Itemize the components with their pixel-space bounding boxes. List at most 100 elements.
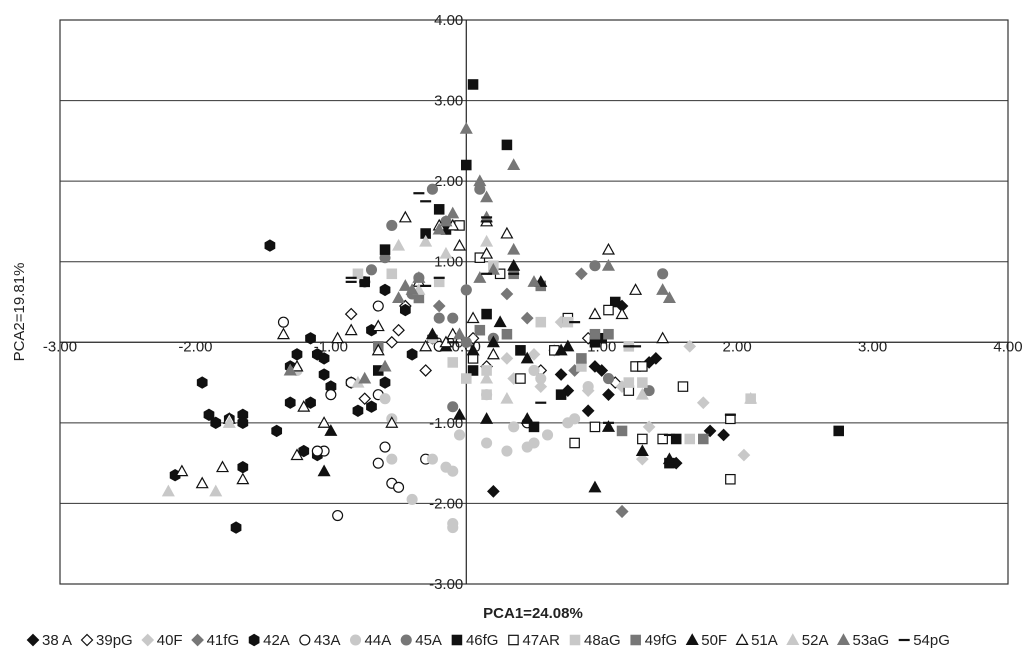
- data-point: [419, 364, 433, 377]
- data-point: [237, 460, 249, 474]
- legend-marker: [735, 633, 749, 646]
- data-point: [683, 339, 697, 353]
- data-point: [662, 452, 676, 465]
- data-point: [589, 421, 601, 433]
- data-point: [554, 368, 568, 381]
- data-point: [398, 210, 412, 223]
- data-point: [332, 509, 344, 522]
- data-point: [642, 420, 656, 434]
- data-point: [366, 400, 377, 413]
- data-point: [290, 448, 304, 461]
- data-point: [406, 493, 418, 505]
- data-point: [195, 476, 209, 489]
- data-point: [500, 352, 514, 365]
- data-point: [386, 453, 398, 465]
- data-point: [481, 437, 493, 449]
- data-point: [588, 480, 602, 493]
- data-point: [569, 437, 580, 449]
- data-point: [500, 226, 514, 239]
- data-point: [480, 371, 494, 384]
- data-point: [324, 424, 338, 436]
- data-point: [643, 385, 655, 397]
- data-point: [447, 357, 459, 368]
- y-tick-label: -2.00: [429, 495, 463, 512]
- data-point: [473, 174, 487, 187]
- legend-label: 44A: [365, 632, 392, 649]
- legend-marker: [569, 634, 581, 646]
- x-axis-title: PCA1=24.08%: [483, 605, 583, 622]
- data-point: [371, 319, 385, 332]
- data-point: [392, 323, 405, 337]
- y-tick-label: 3.00: [434, 93, 463, 110]
- data-point: [379, 244, 391, 255]
- legend-label: 51A: [751, 632, 778, 649]
- data-point: [392, 291, 406, 303]
- data-point: [385, 416, 399, 428]
- y-tick-label: 2.00: [434, 173, 463, 190]
- data-point: [527, 275, 541, 287]
- data-point: [426, 453, 438, 465]
- legend-marker: [400, 634, 412, 646]
- data-point: [236, 472, 250, 485]
- data-point: [677, 381, 689, 392]
- data-point: [379, 441, 391, 453]
- data-point: [528, 421, 540, 433]
- data-point: [703, 424, 717, 438]
- data-point: [447, 465, 459, 477]
- data-point: [398, 279, 412, 291]
- data-point: [317, 464, 331, 477]
- data-point: [480, 412, 494, 424]
- series-47ar: [454, 220, 736, 485]
- data-point: [276, 327, 290, 340]
- data-point: [500, 287, 514, 301]
- data-point: [466, 343, 480, 356]
- data-point: [575, 267, 588, 281]
- data-point: [447, 401, 459, 413]
- data-point: [378, 359, 392, 372]
- data-point: [515, 373, 526, 384]
- data-point: [520, 351, 534, 364]
- data-point: [486, 347, 500, 360]
- data-point: [318, 368, 330, 381]
- data-point: [698, 433, 709, 445]
- data-point: [439, 214, 453, 227]
- legend-marker: [786, 633, 800, 646]
- data-point: [635, 444, 649, 457]
- data-point: [589, 260, 601, 272]
- data-point: [344, 323, 358, 336]
- data-point: [371, 343, 385, 356]
- data-point: [222, 416, 236, 428]
- data-point: [486, 335, 500, 348]
- legend-marker: [349, 634, 362, 646]
- series-52a: [161, 234, 758, 497]
- legend-label: 41fG: [207, 632, 240, 649]
- data-point: [277, 316, 290, 328]
- y-tick-label: 4.00: [434, 12, 463, 29]
- data-point: [460, 284, 472, 296]
- data-points: [161, 79, 844, 534]
- data-point: [534, 380, 548, 393]
- data-point: [196, 376, 208, 389]
- data-point: [595, 364, 609, 377]
- data-point: [515, 345, 526, 356]
- data-point: [833, 425, 844, 437]
- data-point: [670, 433, 682, 445]
- series-41fg: [432, 267, 629, 518]
- data-point: [473, 271, 487, 283]
- data-point: [737, 448, 751, 462]
- data-point: [541, 429, 554, 441]
- data-point: [405, 283, 419, 295]
- data-point: [175, 464, 189, 477]
- legend-label: 48aG: [584, 632, 621, 649]
- data-point: [696, 396, 710, 410]
- x-tick-label: 4.00: [993, 338, 1022, 355]
- legend-marker: [141, 633, 155, 647]
- data-point: [386, 268, 398, 280]
- data-point: [656, 283, 670, 295]
- data-point: [725, 473, 736, 485]
- data-point: [603, 304, 614, 316]
- data-point: [461, 159, 472, 171]
- data-point: [433, 312, 445, 324]
- legend-label: 42A: [263, 632, 290, 649]
- data-point: [210, 416, 222, 430]
